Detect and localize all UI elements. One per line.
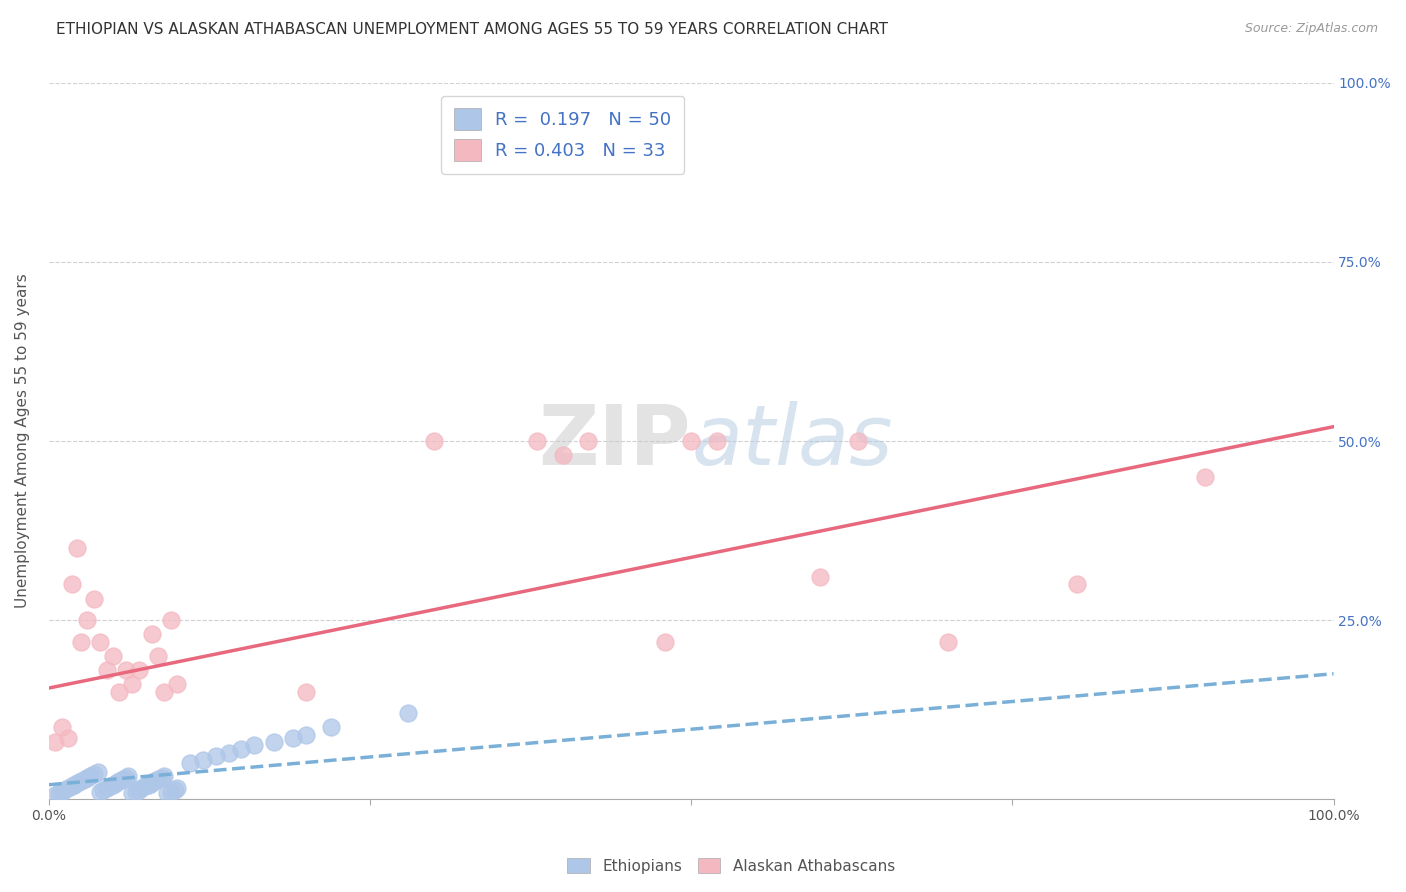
- Point: [101, 778, 124, 792]
- Point: [100, 779, 122, 793]
- Point: [156, 786, 179, 800]
- Point: [163, 783, 186, 797]
- Point: [76, 771, 98, 785]
- Legend: Ethiopians, Alaskan Athabascans: Ethiopians, Alaskan Athabascans: [561, 852, 901, 880]
- Point: [159, 613, 181, 627]
- Point: [1194, 470, 1216, 484]
- Point: [263, 735, 285, 749]
- Point: [108, 684, 131, 698]
- Point: [104, 776, 127, 790]
- Point: [146, 772, 169, 786]
- Point: [681, 434, 703, 448]
- Point: [91, 783, 114, 797]
- Point: [114, 771, 136, 785]
- Point: [79, 769, 101, 783]
- Point: [808, 570, 831, 584]
- Y-axis label: Unemployment Among Ages 55 to 59 years: Unemployment Among Ages 55 to 59 years: [15, 274, 30, 608]
- Point: [60, 779, 83, 793]
- Point: [114, 663, 136, 677]
- Point: [112, 772, 135, 786]
- Point: [70, 774, 93, 789]
- Point: [51, 721, 73, 735]
- Point: [159, 785, 181, 799]
- Point: [294, 728, 316, 742]
- Point: [204, 749, 226, 764]
- Point: [218, 746, 240, 760]
- Point: [576, 434, 599, 448]
- Point: [60, 577, 83, 591]
- Point: [96, 781, 118, 796]
- Point: [73, 772, 96, 786]
- Point: [153, 684, 176, 698]
- Point: [51, 785, 73, 799]
- Text: atlas: atlas: [692, 401, 893, 482]
- Point: [76, 613, 98, 627]
- Point: [89, 785, 111, 799]
- Point: [89, 634, 111, 648]
- Text: ETHIOPIAN VS ALASKAN ATHABASCAN UNEMPLOYMENT AMONG AGES 55 TO 59 YEARS CORRELATI: ETHIOPIAN VS ALASKAN ATHABASCAN UNEMPLOY…: [56, 22, 889, 37]
- Point: [146, 648, 169, 663]
- Point: [83, 767, 105, 781]
- Point: [551, 448, 574, 462]
- Point: [153, 769, 176, 783]
- Point: [936, 634, 959, 648]
- Point: [398, 706, 420, 720]
- Point: [143, 774, 166, 789]
- Point: [125, 785, 148, 799]
- Point: [243, 739, 266, 753]
- Text: ZIP: ZIP: [538, 401, 692, 482]
- Point: [191, 753, 214, 767]
- Point: [423, 434, 446, 448]
- Point: [526, 434, 548, 448]
- Point: [70, 634, 93, 648]
- Point: [128, 663, 150, 677]
- Point: [66, 541, 89, 556]
- Point: [108, 774, 131, 789]
- Point: [53, 783, 76, 797]
- Point: [63, 778, 86, 792]
- Point: [44, 735, 66, 749]
- Point: [231, 742, 253, 756]
- Point: [1066, 577, 1088, 591]
- Point: [179, 756, 201, 771]
- Point: [66, 776, 89, 790]
- Point: [138, 778, 160, 792]
- Point: [706, 434, 728, 448]
- Point: [134, 779, 156, 793]
- Text: Source: ZipAtlas.com: Source: ZipAtlas.com: [1244, 22, 1378, 36]
- Point: [101, 648, 124, 663]
- Point: [128, 783, 150, 797]
- Point: [44, 789, 66, 803]
- Point: [121, 677, 143, 691]
- Point: [654, 634, 676, 648]
- Point: [294, 684, 316, 698]
- Point: [48, 786, 70, 800]
- Point: [117, 769, 139, 783]
- Point: [846, 434, 869, 448]
- Point: [86, 764, 108, 779]
- Point: [141, 627, 163, 641]
- Point: [166, 677, 188, 691]
- Point: [121, 786, 143, 800]
- Point: [150, 771, 173, 785]
- Point: [56, 781, 79, 796]
- Point: [56, 731, 79, 746]
- Point: [129, 781, 152, 796]
- Point: [96, 663, 118, 677]
- Point: [141, 776, 163, 790]
- Point: [281, 731, 304, 746]
- Legend: R =  0.197   N = 50, R = 0.403   N = 33: R = 0.197 N = 50, R = 0.403 N = 33: [441, 95, 685, 174]
- Point: [83, 591, 105, 606]
- Point: [166, 781, 188, 796]
- Point: [321, 721, 343, 735]
